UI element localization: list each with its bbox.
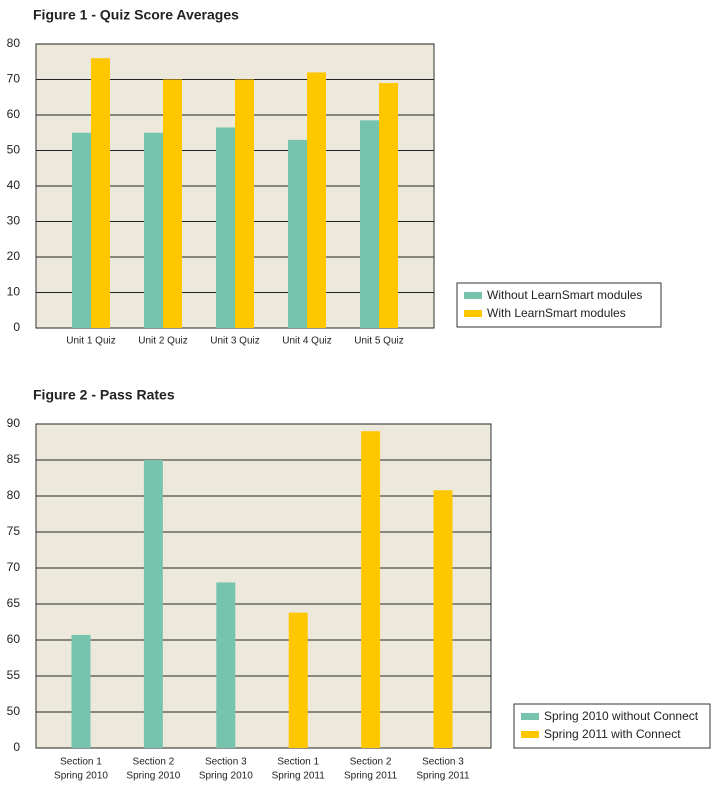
y-tick-label: 80 [7, 36, 21, 50]
x-tick-label: Spring 2011 [416, 771, 470, 782]
x-tick-label: Section 3 [422, 757, 464, 768]
legend-swatch [521, 713, 539, 720]
legend-swatch [464, 310, 482, 317]
y-tick-label: 70 [7, 560, 21, 574]
legend-label: With LearnSmart modules [487, 306, 626, 320]
x-tick-label: Unit 1 Quiz [66, 336, 115, 347]
y-tick-label: 40 [7, 178, 21, 192]
y-tick-label: 50 [7, 704, 21, 718]
bar [288, 612, 308, 748]
y-tick-label: 65 [7, 596, 21, 610]
legend-swatch [464, 292, 482, 299]
plot-area [35, 423, 492, 749]
y-tick-label: 50 [7, 143, 21, 157]
x-tick-label: Spring 2010 [54, 771, 108, 782]
x-tick-label: Spring 2011 [344, 771, 398, 782]
y-tick-label: 30 [7, 214, 21, 228]
bar [216, 127, 235, 328]
bar [361, 431, 381, 748]
bar [307, 72, 326, 329]
y-tick-label: 20 [7, 249, 21, 263]
legend-label: Without LearnSmart modules [487, 288, 642, 302]
y-tick-label: 85 [7, 452, 21, 466]
bar [360, 120, 379, 328]
legend [456, 282, 662, 328]
x-tick-label: Section 2 [350, 757, 392, 768]
y-tick-label: 60 [7, 107, 21, 121]
y-tick-label: 80 [7, 488, 21, 502]
bar [91, 58, 110, 328]
x-tick-label: Section 1 [60, 757, 102, 768]
bar [433, 490, 453, 748]
x-tick-label: Section 2 [133, 757, 175, 768]
y-tick-label: 70 [7, 72, 21, 86]
bar [235, 79, 254, 328]
x-tick-label: Spring 2010 [126, 771, 180, 782]
x-tick-label: Unit 4 Quiz [282, 336, 331, 347]
x-tick-label: Spring 2011 [272, 771, 326, 782]
x-tick-label: Unit 5 Quiz [354, 336, 403, 347]
x-tick-label: Section 3 [205, 757, 247, 768]
bar [288, 139, 307, 328]
y-tick-label: 60 [7, 632, 21, 646]
y-tick-label: 0 [13, 740, 20, 754]
x-tick-label: Unit 3 Quiz [210, 336, 259, 347]
bar [216, 582, 236, 748]
y-tick-label: 0 [13, 320, 20, 334]
y-tick-label: 90 [7, 416, 21, 430]
bar [143, 460, 163, 748]
y-tick-label: 75 [7, 524, 21, 538]
bar [72, 132, 91, 328]
bar [71, 634, 91, 748]
y-tick-label: 10 [7, 285, 21, 299]
x-tick-label: Unit 2 Quiz [138, 336, 187, 347]
chart-title: Figure 1 - Quiz Score Averages [33, 7, 239, 23]
legend-label: Spring 2011 with Connect [544, 727, 681, 741]
legend-label: Spring 2010 without Connect [544, 709, 699, 723]
x-tick-label: Section 1 [277, 757, 319, 768]
legend-swatch [521, 731, 539, 738]
bar [379, 83, 398, 328]
chart-title: Figure 2 - Pass Rates [33, 387, 175, 403]
y-tick-label: 55 [7, 668, 21, 682]
x-tick-label: Spring 2010 [199, 771, 253, 782]
legend [513, 703, 711, 749]
bar [163, 79, 182, 328]
bar [144, 132, 163, 328]
